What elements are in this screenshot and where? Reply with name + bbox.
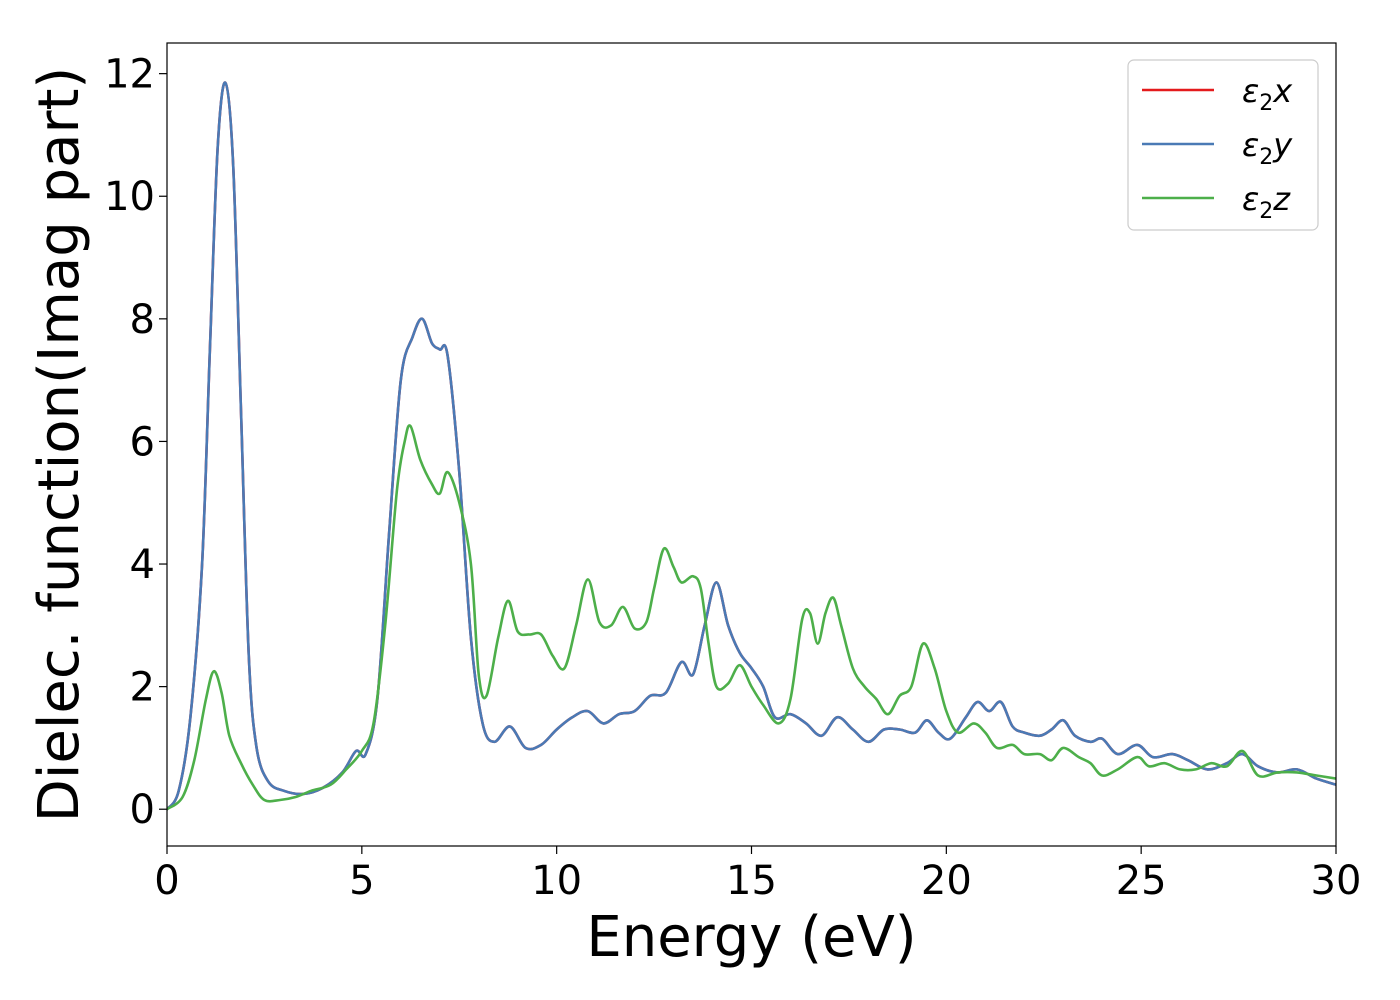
- y-axis: 0 2 4 6 8 10 12: [104, 52, 167, 833]
- y-tick-label: 12: [104, 52, 155, 98]
- x-tick-label: 10: [531, 858, 582, 904]
- x-tick-label: 0: [154, 858, 179, 904]
- y-tick-label: 10: [104, 174, 155, 220]
- y-tick-label: 0: [130, 787, 155, 833]
- x-axis: 0 5 10 15 20 25 30: [154, 846, 1361, 904]
- series-line-eps2z: [167, 424, 1336, 811]
- y-tick-label: 4: [130, 542, 155, 588]
- x-tick-label: 20: [921, 858, 972, 904]
- y-tick-label: 8: [130, 297, 155, 343]
- legend-box: [1127, 59, 1319, 231]
- legend-label-eps2z: ε2z: [1242, 180, 1291, 224]
- x-tick-label: 5: [349, 858, 374, 904]
- x-tick-label: 15: [726, 858, 777, 904]
- legend: ε2x ε2y ε2z: [1127, 59, 1319, 231]
- y-axis-title: Dielec. function(Imag part): [27, 67, 92, 823]
- x-axis-title: Energy (eV): [586, 905, 916, 970]
- series-line-eps2y: [167, 81, 1336, 811]
- y-tick-label: 2: [130, 665, 155, 711]
- legend-label-eps2x: ε2x: [1242, 72, 1293, 116]
- legend-label-eps2y: ε2y: [1242, 126, 1293, 170]
- series-layer: [167, 81, 1336, 811]
- x-tick-label: 30: [1311, 858, 1362, 904]
- y-tick-label: 6: [130, 419, 155, 465]
- x-tick-label: 25: [1116, 858, 1167, 904]
